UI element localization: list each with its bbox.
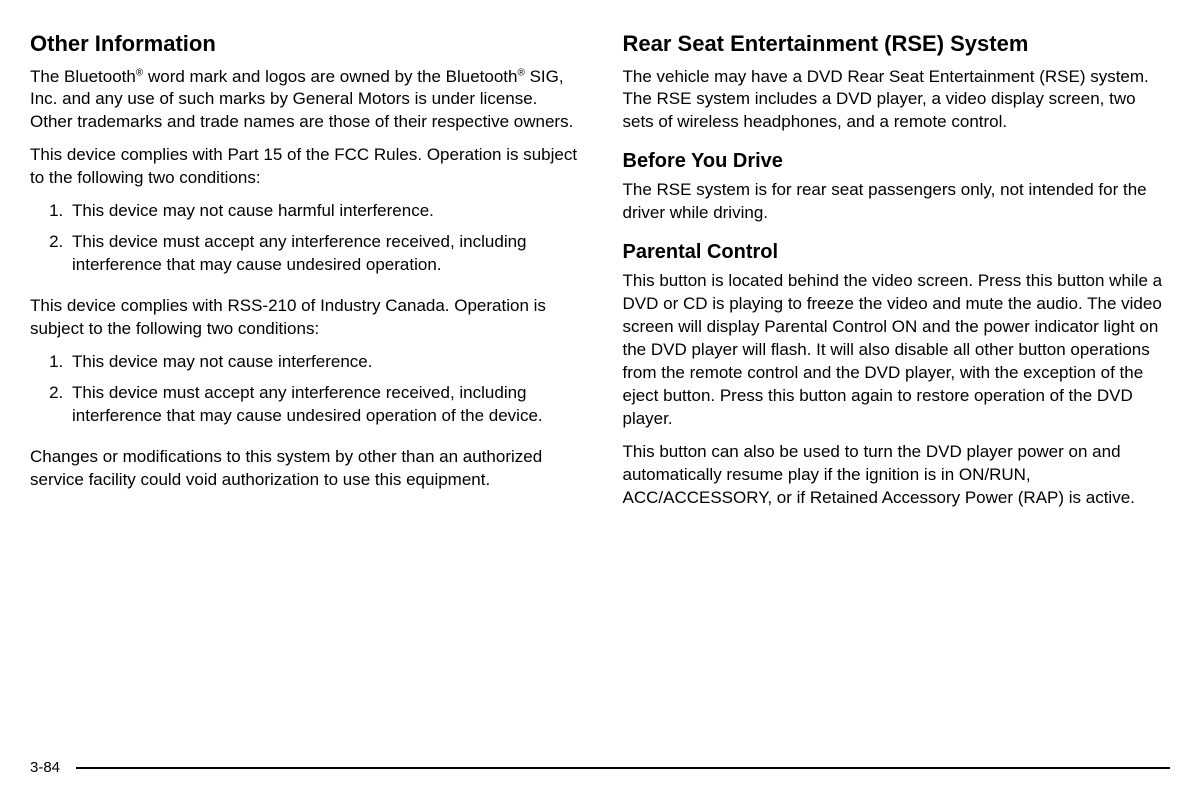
rss210-conditions-list: This device may not cause interference. … (68, 351, 578, 436)
registered-symbol-2: ® (517, 67, 524, 78)
bluetooth-trademark-paragraph: The Bluetooth ® word mark and logos are o… (30, 66, 578, 135)
right-column: Rear Seat Entertainment (RSE) System The… (623, 30, 1171, 730)
before-drive-paragraph: The RSE system is for rear seat passenge… (623, 179, 1171, 225)
rss210-compliance-paragraph: This device complies with RSS-210 of Ind… (30, 295, 578, 341)
left-column: Other Information The Bluetooth ® word ma… (30, 30, 578, 730)
fcc-conditions-list: This device may not cause harmful interf… (68, 200, 578, 285)
page-footer: 3-84 (30, 759, 1170, 776)
rse-description-paragraph: The vehicle may have a DVD Rear Seat Ent… (623, 66, 1171, 135)
page-content: Other Information The Bluetooth ® word ma… (30, 30, 1170, 730)
rss210-condition-1: This device may not cause interference. (68, 351, 578, 374)
modifications-warning-paragraph: Changes or modifications to this system … (30, 446, 578, 492)
other-information-heading: Other Information (30, 30, 578, 58)
parental-control-paragraph-2: This button can also be used to turn the… (623, 441, 1171, 510)
para1-mid: word mark and logos are owned by the Blu… (143, 67, 517, 86)
parental-control-paragraph-1: This button is located behind the video … (623, 270, 1171, 431)
fcc-condition-2: This device must accept any interference… (68, 231, 578, 277)
before-you-drive-heading: Before You Drive (623, 150, 1171, 173)
page-number: 3-84 (30, 759, 60, 776)
fcc-condition-1: This device may not cause harmful interf… (68, 200, 578, 223)
footer-divider-line (76, 767, 1170, 769)
parental-control-heading: Parental Control (623, 241, 1171, 264)
fcc-compliance-paragraph: This device complies with Part 15 of the… (30, 144, 578, 190)
para1-pre: The Bluetooth (30, 67, 136, 86)
rss210-condition-2: This device must accept any interference… (68, 382, 578, 428)
rse-system-heading: Rear Seat Entertainment (RSE) System (623, 30, 1171, 58)
